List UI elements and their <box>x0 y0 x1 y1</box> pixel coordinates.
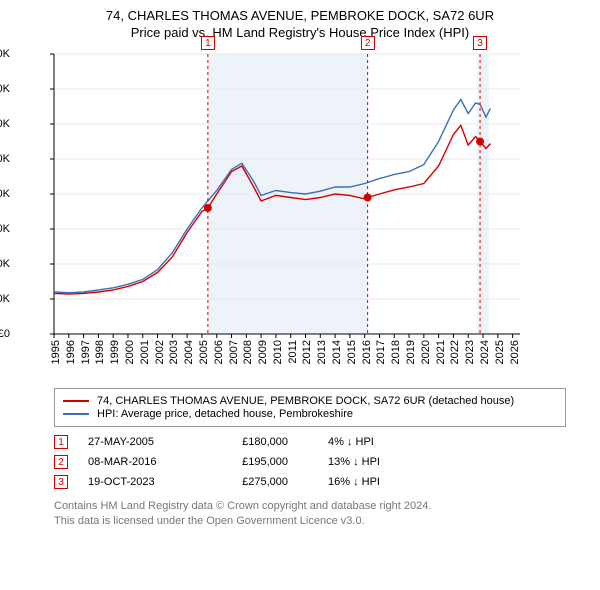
x-axis-label: 1996 <box>65 340 77 364</box>
footer-line-1: Contains HM Land Registry data © Crown c… <box>54 499 566 514</box>
transaction-marker: 3 <box>54 475 68 489</box>
transaction-marker: 1 <box>54 435 68 449</box>
transaction-diff: 16% ↓ HPI <box>328 476 380 488</box>
x-axis-label: 2008 <box>242 340 254 364</box>
chart-marker-2: 2 <box>361 36 375 50</box>
x-axis-label: 2017 <box>375 340 387 364</box>
x-axis-label: 2013 <box>316 340 328 364</box>
x-axis-label: 2010 <box>272 340 284 364</box>
transaction-diff: 13% ↓ HPI <box>328 456 380 468</box>
x-axis-label: 2014 <box>331 340 343 364</box>
x-axis-label: 2019 <box>405 340 417 364</box>
y-axis-label: £250K <box>0 153 10 165</box>
transaction-date: 08-MAR-2016 <box>88 456 188 468</box>
legend-label: HPI: Average price, detached house, Pemb… <box>97 408 353 420</box>
x-axis-label: 2021 <box>435 340 447 364</box>
y-axis-label: £150K <box>0 223 10 235</box>
x-axis-label: 2022 <box>449 340 461 364</box>
x-axis-label: 2002 <box>154 340 166 364</box>
x-axis-label: 1997 <box>80 340 92 364</box>
transaction-diff: 4% ↓ HPI <box>328 436 374 448</box>
x-axis-label: 2023 <box>464 340 476 364</box>
x-axis-label: 2000 <box>124 340 136 364</box>
legend: 74, CHARLES THOMAS AVENUE, PEMBROKE DOCK… <box>54 388 566 427</box>
x-axis-label: 2011 <box>287 340 299 364</box>
attribution-footer: Contains HM Land Registry data © Crown c… <box>54 499 566 529</box>
chart-title-sub: Price paid vs. HM Land Registry's House … <box>0 25 600 42</box>
legend-item-0: 74, CHARLES THOMAS AVENUE, PEMBROKE DOCK… <box>63 395 557 407</box>
x-axis-label: 2020 <box>420 340 432 364</box>
transaction-date: 27-MAY-2005 <box>88 436 188 448</box>
legend-swatch <box>63 400 89 402</box>
x-axis-label: 1995 <box>50 340 62 364</box>
transaction-price: £275,000 <box>208 476 308 488</box>
legend-swatch <box>63 413 89 415</box>
chart-marker-1: 1 <box>201 36 215 50</box>
x-axis-label: 2015 <box>346 340 358 364</box>
transaction-marker: 2 <box>54 455 68 469</box>
x-axis-label: 1999 <box>109 340 121 364</box>
x-axis-label: 2005 <box>198 340 210 364</box>
price-chart: £0£50K£100K£150K£200K£250K£300K£350K£400… <box>12 48 532 382</box>
transaction-row-2: 2 08-MAR-2016 £195,000 13% ↓ HPI <box>54 455 566 469</box>
x-axis-label: 1998 <box>94 340 106 364</box>
x-axis-label: 2012 <box>301 340 313 364</box>
transaction-table: 1 27-MAY-2005 £180,000 4% ↓ HPI 2 08-MAR-2016… <box>54 435 566 489</box>
x-axis-label: 2003 <box>168 340 180 364</box>
y-axis-label: £400K <box>0 48 10 60</box>
y-axis-label: £200K <box>0 188 10 200</box>
transaction-price: £180,000 <box>208 436 308 448</box>
transaction-row-1: 1 27-MAY-2005 £180,000 4% ↓ HPI <box>54 435 566 449</box>
y-axis-label: £350K <box>0 83 10 95</box>
chart-svg <box>12 48 532 348</box>
transaction-price: £195,000 <box>208 456 308 468</box>
x-axis-label: 2007 <box>228 340 240 364</box>
x-axis-label: 2006 <box>213 340 225 364</box>
y-axis-label: £300K <box>0 118 10 130</box>
x-axis-label: 2009 <box>257 340 269 364</box>
y-axis-label: £100K <box>0 258 10 270</box>
x-axis-label: 2016 <box>361 340 373 364</box>
transaction-row-3: 3 19-OCT-2023 £275,000 16% ↓ HPI <box>54 475 566 489</box>
x-axis-label: 2024 <box>479 340 491 364</box>
y-axis-label: £0 <box>0 328 10 340</box>
transaction-date: 19-OCT-2023 <box>88 476 188 488</box>
x-axis-label: 2018 <box>390 340 402 364</box>
y-axis-label: £50K <box>0 293 10 305</box>
legend-label: 74, CHARLES THOMAS AVENUE, PEMBROKE DOCK… <box>97 395 514 407</box>
x-axis-label: 2004 <box>183 340 195 364</box>
chart-title-address: 74, CHARLES THOMAS AVENUE, PEMBROKE DOCK… <box>0 8 600 25</box>
x-axis-label: 2026 <box>509 340 521 364</box>
chart-marker-3: 3 <box>473 36 487 50</box>
legend-item-1: HPI: Average price, detached house, Pemb… <box>63 408 557 420</box>
x-axis-label: 2001 <box>139 340 151 364</box>
footer-line-2: This data is licensed under the Open Gov… <box>54 514 566 529</box>
chart-header: 74, CHARLES THOMAS AVENUE, PEMBROKE DOCK… <box>0 0 600 42</box>
x-axis-label: 2025 <box>494 340 506 364</box>
